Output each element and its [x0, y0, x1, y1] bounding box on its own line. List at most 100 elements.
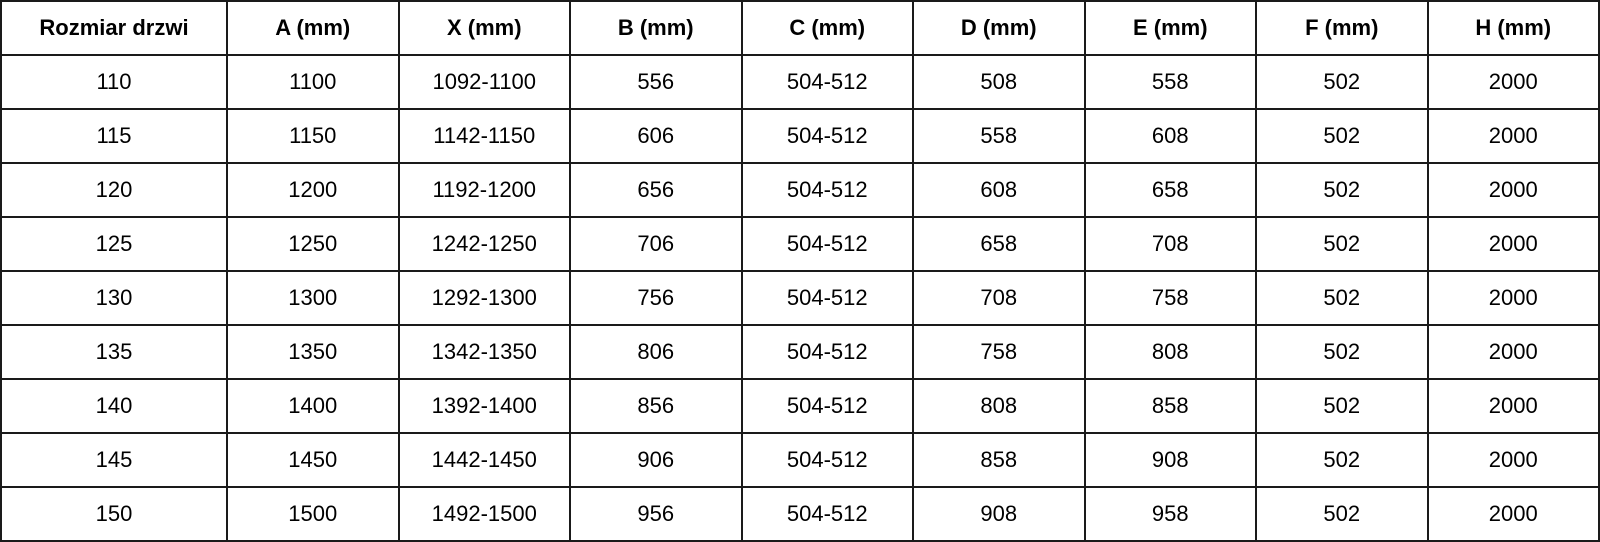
table-cell: 556: [569, 54, 743, 110]
table-cell: 1150: [226, 108, 400, 164]
table-cell: 2000: [1426, 486, 1600, 542]
table-cell: 1242-1250: [397, 216, 571, 272]
table-cell: 2000: [1426, 432, 1600, 488]
column-header: B (mm): [569, 0, 743, 56]
table-cell: 140: [0, 378, 228, 434]
table-cell: 908: [1083, 432, 1257, 488]
table-row: 140 1400 1392-1400 856 504-512 808 858 502 2000: [0, 378, 1600, 434]
table-cell: 2000: [1426, 378, 1600, 434]
table-cell: 502: [1255, 162, 1429, 218]
table-cell: 956: [569, 486, 743, 542]
table-cell: 502: [1255, 270, 1429, 326]
column-header: Rozmiar drzwi: [0, 0, 228, 56]
table-cell: 2000: [1426, 108, 1600, 164]
column-header: E (mm): [1083, 0, 1257, 56]
table-cell: 2000: [1426, 324, 1600, 380]
table-cell: 504-512: [740, 432, 914, 488]
table-cell: 806: [569, 324, 743, 380]
table-cell: 150: [0, 486, 228, 542]
table-cell: 808: [1083, 324, 1257, 380]
table-cell: 858: [912, 432, 1086, 488]
table-row: 150 1500 1492-1500 956 504-512 908 958 502 2000: [0, 486, 1600, 542]
table-cell: 1400: [226, 378, 400, 434]
table-cell: 502: [1255, 108, 1429, 164]
table-cell: 708: [1083, 216, 1257, 272]
header-row: Rozmiar drzwi A (mm) X (mm) B (mm) C (mm) D (…: [0, 0, 1600, 56]
table-cell: 504-512: [740, 162, 914, 218]
table-cell: 758: [1083, 270, 1257, 326]
table-cell: 2000: [1426, 54, 1600, 110]
table-cell: 658: [1083, 162, 1257, 218]
table-cell: 130: [0, 270, 228, 326]
table-cell: 1092-1100: [397, 54, 571, 110]
table-cell: 145: [0, 432, 228, 488]
table-cell: 608: [1083, 108, 1257, 164]
table-cell: 756: [569, 270, 743, 326]
table-cell: 504-512: [740, 324, 914, 380]
table-cell: 1100: [226, 54, 400, 110]
table-cell: 558: [912, 108, 1086, 164]
table-cell: 2000: [1426, 162, 1600, 218]
table-cell: 504-512: [740, 216, 914, 272]
column-header: D (mm): [912, 0, 1086, 56]
table-cell: 608: [912, 162, 1086, 218]
table-row: 125 1250 1242-1250 706 504-512 658 708 502 2000: [0, 216, 1600, 272]
table-cell: 115: [0, 108, 228, 164]
table-cell: 1450: [226, 432, 400, 488]
table-cell: 502: [1255, 54, 1429, 110]
table-row: 130 1300 1292-1300 756 504-512 708 758 502 2000: [0, 270, 1600, 326]
table-cell: 758: [912, 324, 1086, 380]
table-cell: 508: [912, 54, 1086, 110]
table-cell: 504-512: [740, 378, 914, 434]
table-cell: 1200: [226, 162, 400, 218]
table-cell: 606: [569, 108, 743, 164]
table-cell: 1250: [226, 216, 400, 272]
table-cell: 1350: [226, 324, 400, 380]
table-cell: 135: [0, 324, 228, 380]
table-cell: 502: [1255, 486, 1429, 542]
table-cell: 110: [0, 54, 228, 110]
table-cell: 504-512: [740, 108, 914, 164]
table-cell: 858: [1083, 378, 1257, 434]
table-row: 115 1150 1142-1150 606 504-512 558 608 502 2000: [0, 108, 1600, 164]
table-cell: 1492-1500: [397, 486, 571, 542]
table-cell: 1292-1300: [397, 270, 571, 326]
table-cell: 1142-1150: [397, 108, 571, 164]
table-cell: 1192-1200: [397, 162, 571, 218]
table-cell: 125: [0, 216, 228, 272]
table-cell: 1342-1350: [397, 324, 571, 380]
column-header: C (mm): [740, 0, 914, 56]
table-cell: 558: [1083, 54, 1257, 110]
column-header: A (mm): [226, 0, 400, 56]
table-cell: 1392-1400: [397, 378, 571, 434]
table-cell: 1300: [226, 270, 400, 326]
table-row: 135 1350 1342-1350 806 504-512 758 808 502 2000: [0, 324, 1600, 380]
table-row: 145 1450 1442-1450 906 504-512 858 908 502 2000: [0, 432, 1600, 488]
table-cell: 504-512: [740, 270, 914, 326]
table-cell: 2000: [1426, 270, 1600, 326]
table-cell: 2000: [1426, 216, 1600, 272]
table-cell: 1500: [226, 486, 400, 542]
table-cell: 658: [912, 216, 1086, 272]
table-cell: 504-512: [740, 54, 914, 110]
table-cell: 706: [569, 216, 743, 272]
table-row: 120 1200 1192-1200 656 504-512 608 658 502 2000: [0, 162, 1600, 218]
table-cell: 908: [912, 486, 1086, 542]
table-cell: 708: [912, 270, 1086, 326]
table-cell: 502: [1255, 432, 1429, 488]
table-cell: 906: [569, 432, 743, 488]
table-cell: 856: [569, 378, 743, 434]
table-cell: 1442-1450: [397, 432, 571, 488]
table-cell: 502: [1255, 378, 1429, 434]
table-cell: 120: [0, 162, 228, 218]
table-cell: 656: [569, 162, 743, 218]
table-cell: 502: [1255, 324, 1429, 380]
table-cell: 958: [1083, 486, 1257, 542]
table-row: 110 1100 1092-1100 556 504-512 508 558 502 2000: [0, 54, 1600, 110]
table-cell: 502: [1255, 216, 1429, 272]
column-header: F (mm): [1255, 0, 1429, 56]
table-cell: 504-512: [740, 486, 914, 542]
column-header: H (mm): [1426, 0, 1600, 56]
column-header: X (mm): [397, 0, 571, 56]
